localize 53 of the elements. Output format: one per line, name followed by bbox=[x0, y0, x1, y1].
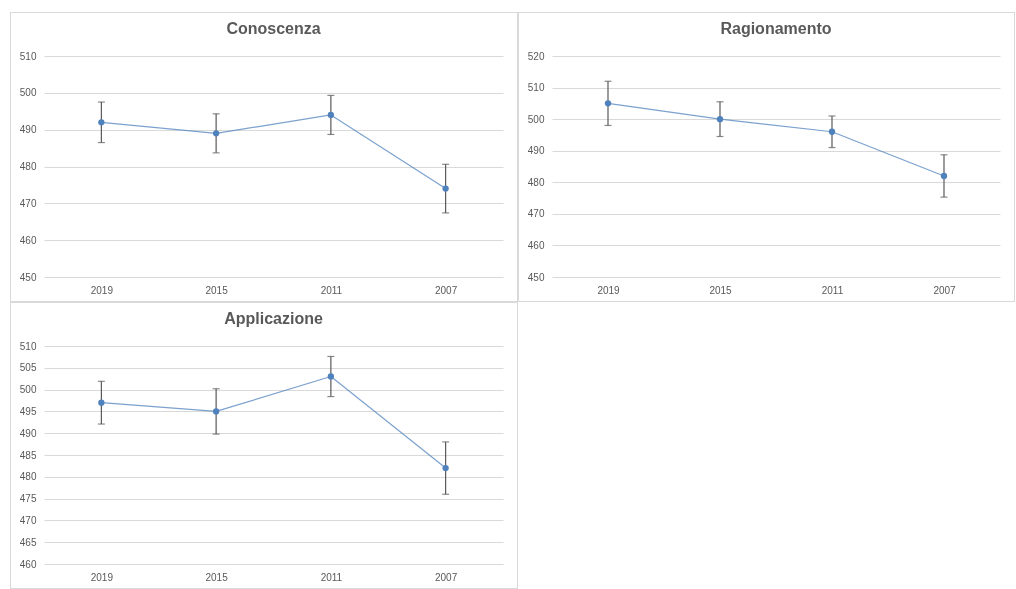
point bbox=[828, 128, 836, 135]
x-tick-label: 2019 bbox=[90, 571, 114, 583]
x-tick-label: 2011 bbox=[320, 284, 343, 296]
y-tick-label: 505 bbox=[19, 362, 37, 374]
y-tick-label: 510 bbox=[527, 82, 545, 94]
y-tick-label: 490 bbox=[19, 124, 37, 136]
point bbox=[212, 408, 220, 415]
point bbox=[327, 373, 335, 380]
y-tick-label: 490 bbox=[19, 427, 37, 439]
y-tick-label: 465 bbox=[19, 536, 37, 548]
point bbox=[716, 115, 724, 123]
point bbox=[442, 464, 449, 472]
x-tick-label: 2011 bbox=[320, 571, 343, 583]
x-tick-label: 2019 bbox=[597, 284, 621, 296]
y-tick-label: 460 bbox=[19, 558, 37, 570]
y-tick-label: 520 bbox=[527, 50, 545, 62]
point bbox=[98, 119, 105, 126]
y-tick-label: 480 bbox=[19, 161, 37, 172]
point bbox=[442, 185, 449, 192]
y-tick-label: 480 bbox=[19, 471, 37, 483]
y-tick-label: 510 bbox=[19, 340, 37, 352]
x-tick-label: 2007 bbox=[933, 284, 957, 296]
y-tick-label: 500 bbox=[19, 87, 37, 99]
point bbox=[604, 100, 612, 107]
x-tick-label: 2015 bbox=[709, 284, 733, 296]
y-tick-label: 450 bbox=[19, 271, 37, 283]
y-tick-label: 500 bbox=[19, 384, 37, 396]
chart-title: Ragionamento bbox=[720, 20, 832, 37]
x-tick-label: 2019 bbox=[90, 284, 114, 296]
y-tick-label: 510 bbox=[19, 50, 37, 62]
x-tick-label: 2007 bbox=[435, 284, 458, 296]
chart-title: Applicazione bbox=[224, 310, 323, 327]
point bbox=[212, 130, 220, 137]
y-tick-label: 470 bbox=[19, 197, 37, 209]
y-tick-label: 470 bbox=[19, 514, 37, 526]
y-tick-label: 470 bbox=[527, 208, 545, 220]
y-tick-label: 460 bbox=[19, 234, 37, 246]
x-tick-label: 2007 bbox=[435, 571, 458, 583]
x-tick-label: 2015 bbox=[205, 284, 229, 296]
point bbox=[98, 399, 105, 406]
point bbox=[940, 172, 948, 180]
y-tick-label: 480 bbox=[527, 176, 545, 188]
y-tick-label: 500 bbox=[527, 113, 545, 125]
y-tick-label: 450 bbox=[527, 271, 545, 283]
point bbox=[327, 111, 335, 119]
x-tick-label: 2011 bbox=[821, 284, 844, 296]
chart-title: Conoscenza bbox=[226, 20, 321, 37]
y-tick-label: 490 bbox=[527, 145, 545, 157]
y-tick-label: 475 bbox=[19, 493, 37, 505]
x-tick-label: 2015 bbox=[205, 571, 229, 583]
y-tick-label: 495 bbox=[19, 405, 37, 417]
y-tick-label: 485 bbox=[19, 449, 37, 461]
y-tick-label: 460 bbox=[527, 239, 545, 251]
